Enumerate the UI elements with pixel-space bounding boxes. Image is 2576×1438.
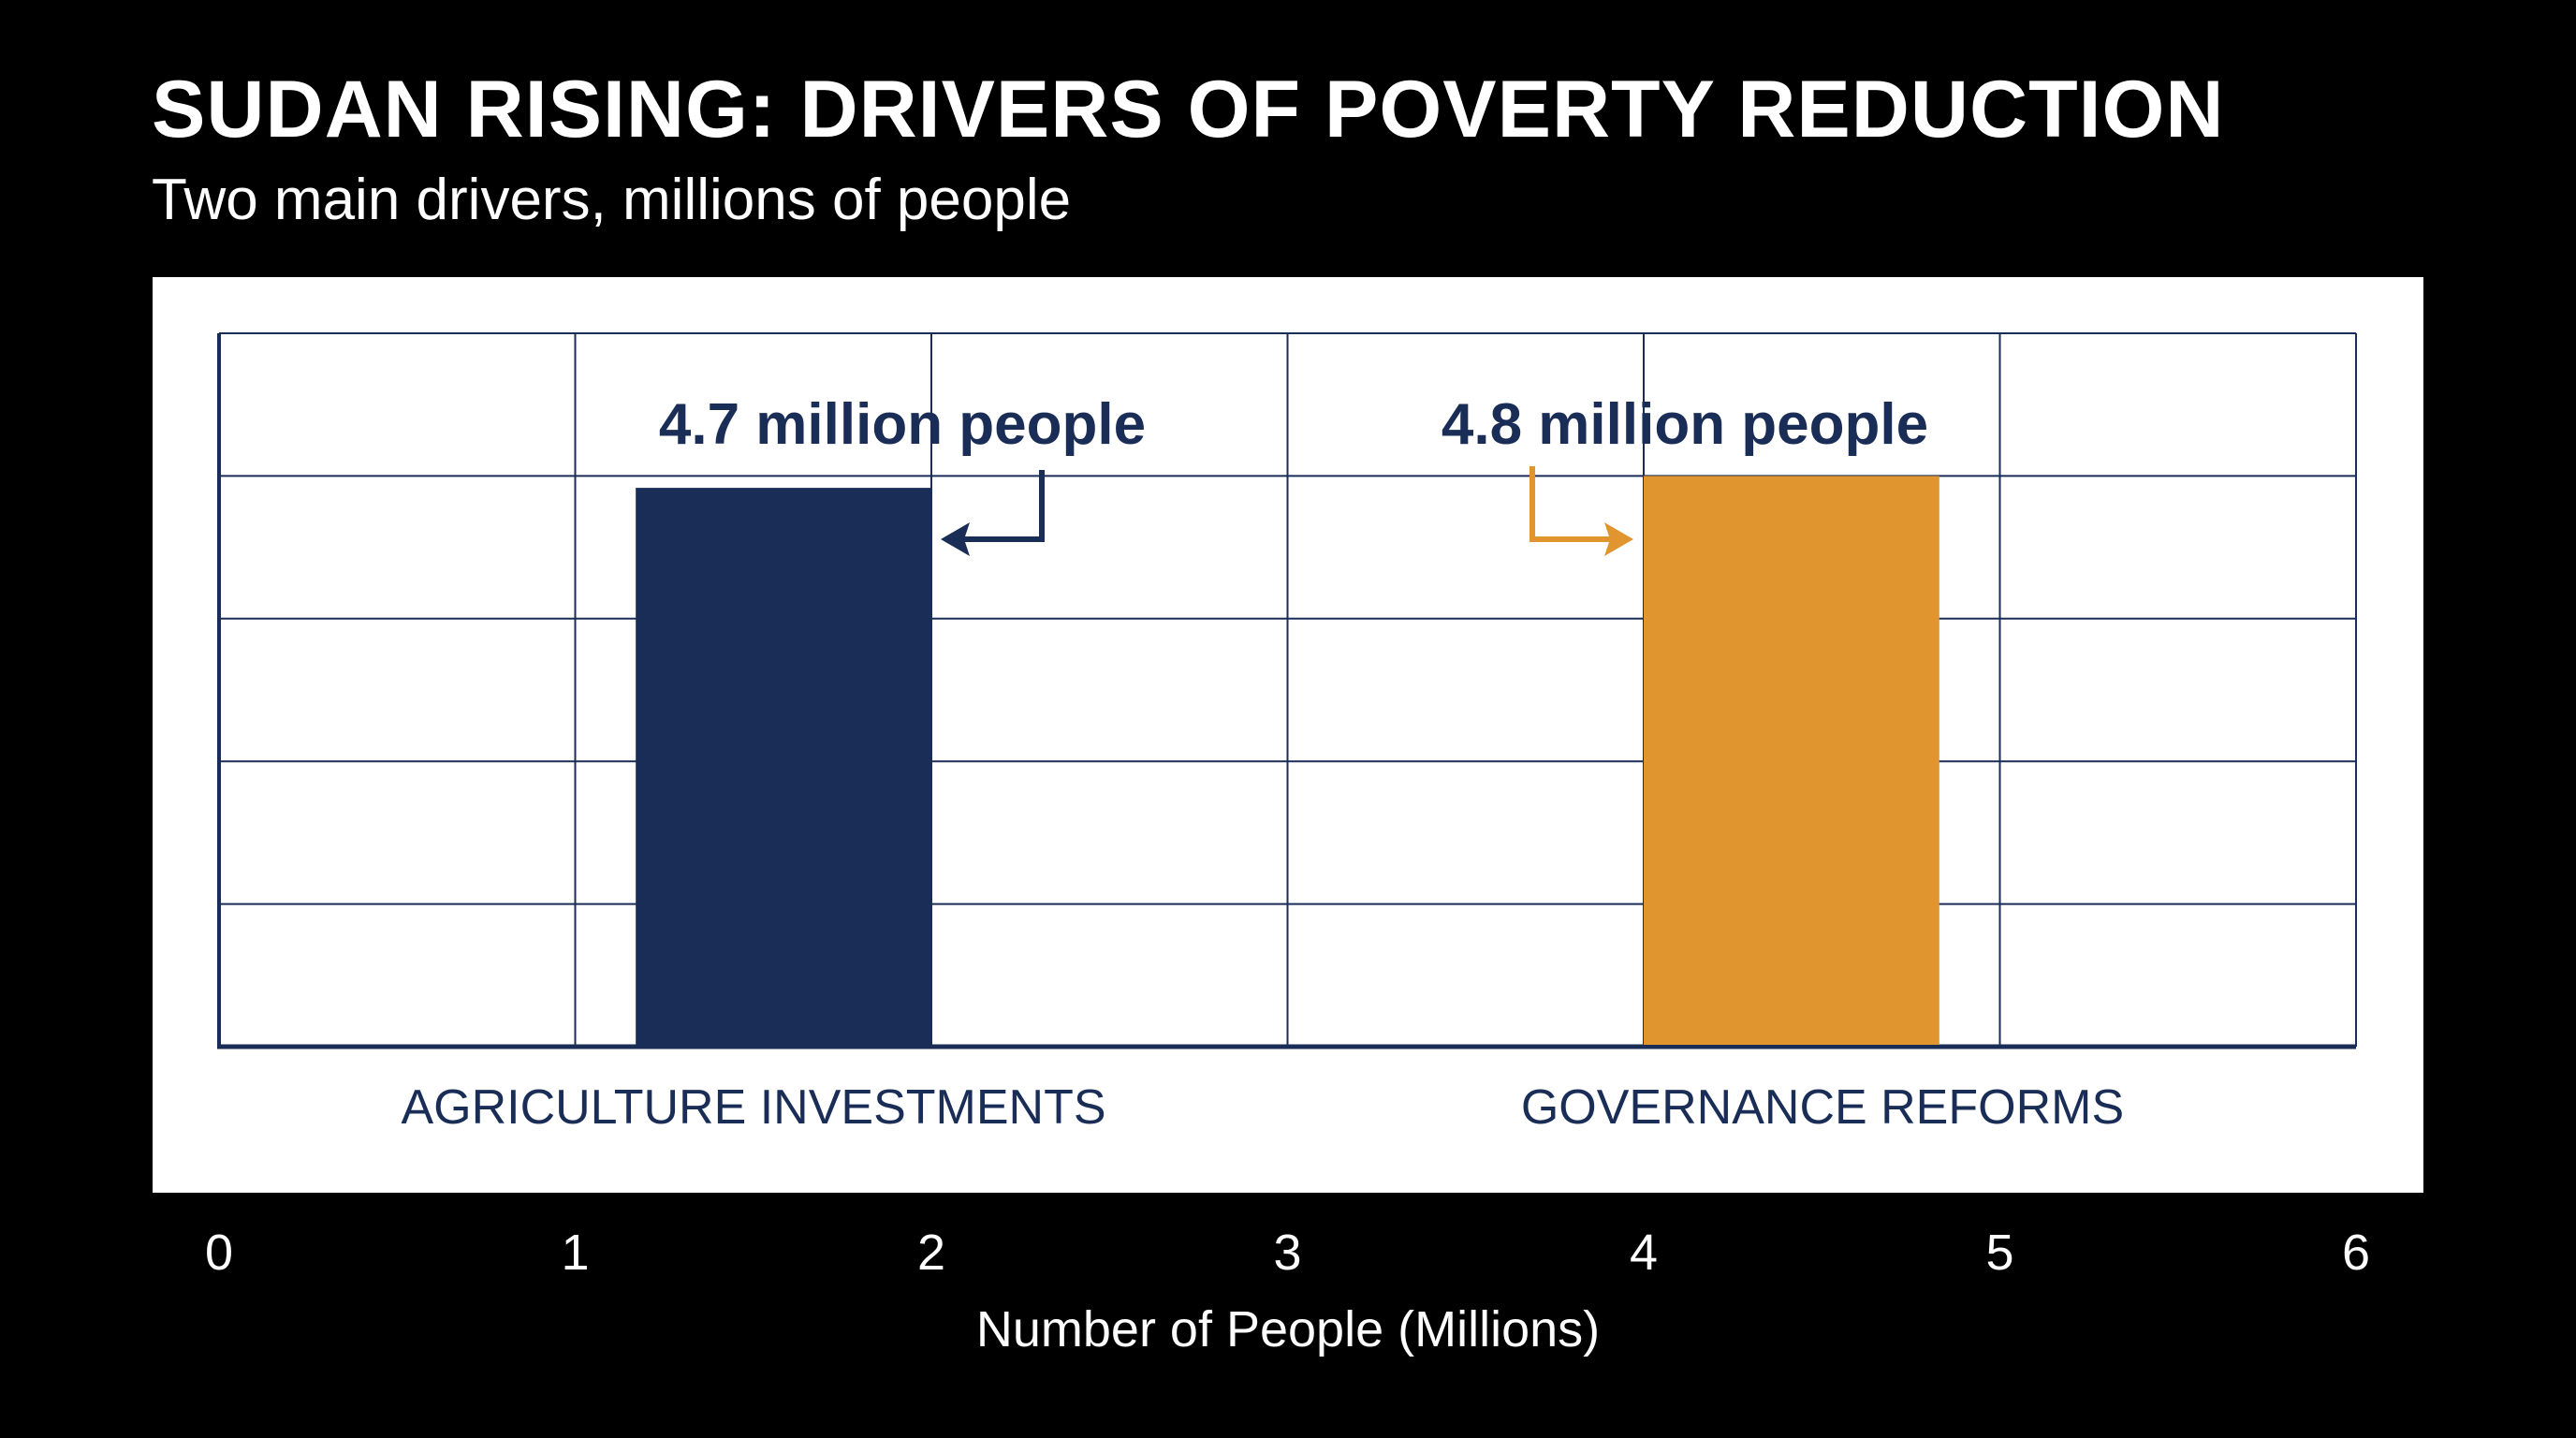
- data-labels: 4.7 million people 4.8 million people: [659, 392, 1928, 457]
- arrow-governance: [1530, 466, 1617, 542]
- x-tick-label: 2: [917, 1225, 945, 1281]
- chart-subtitle: Two main drivers, millions of people: [152, 168, 1072, 232]
- category-label-1: AGRICULTURE INVESTMENTS: [401, 1080, 1105, 1135]
- x-tick-label: 1: [561, 1225, 589, 1281]
- x-tick-label: 0: [205, 1225, 233, 1281]
- bars: [636, 476, 1939, 1045]
- x-tick-label: 6: [2342, 1225, 2370, 1281]
- bar-governance-reforms: [1644, 476, 1939, 1045]
- arrow-head-governance: [1604, 522, 1633, 556]
- x-tick-label: 3: [1273, 1225, 1301, 1281]
- grid-lines: [217, 332, 2357, 1049]
- category-labels: AGRICULTURE INVESTMENTS GOVERNANCE REFORM…: [401, 1080, 2124, 1135]
- x-tick-label: 5: [1985, 1225, 2013, 1281]
- chart-title: SUDAN RISING: DRIVERS OF POVERTY REDUCTI…: [152, 65, 2225, 154]
- bar-agriculture-investments: [636, 488, 931, 1045]
- x-axis-title: Number of People (Millions): [976, 1301, 1600, 1357]
- annotation-arrows: [941, 466, 1633, 556]
- arrow-head-agriculture: [941, 522, 970, 556]
- category-label-2: GOVERNANCE REFORMS: [1521, 1080, 2124, 1135]
- x-tick-label: 4: [1630, 1225, 1658, 1281]
- data-label-1: 4.7 million people: [659, 392, 1146, 457]
- data-label-2: 4.8 million people: [1442, 392, 1928, 457]
- arrow-agriculture: [955, 470, 1045, 542]
- x-axis-ticks: 0 1 2 3 4 5 6: [205, 1225, 2370, 1281]
